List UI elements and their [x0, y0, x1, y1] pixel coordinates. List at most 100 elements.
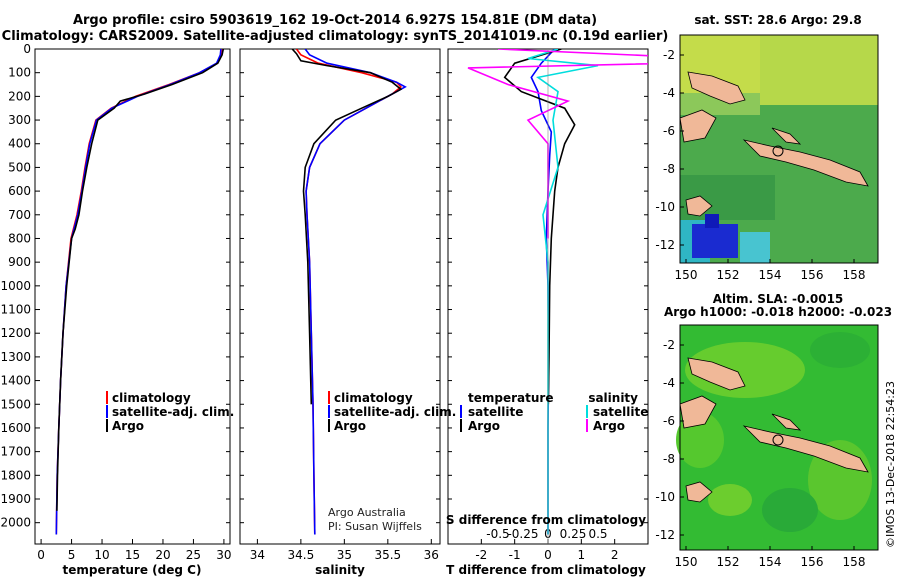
- t-difference-tick-label: 0: [544, 548, 552, 562]
- map-lon-label: 158: [843, 555, 866, 569]
- depth-tick-label: 500: [8, 160, 31, 174]
- salinity-panel-frame: [239, 48, 441, 545]
- temperature-tick-label: 15: [125, 548, 140, 562]
- series-argo: [56, 49, 225, 511]
- sla-map-title-line2: Argo h1000: -0.018 h2000: -0.023: [664, 305, 892, 319]
- sla-map-axes: 150 152 154 156 158 -2 -4 -6 -8 -10 -12: [655, 338, 865, 569]
- temperature-panel-frame: [34, 48, 231, 545]
- series-climatology: [295, 49, 403, 535]
- series-argo: [291, 49, 403, 405]
- map-lat-label: -4: [663, 376, 675, 390]
- map-lon-label: 156: [801, 555, 824, 569]
- salinity-tick-label: 34: [250, 548, 265, 562]
- t-difference-tick-label: -1: [509, 548, 521, 562]
- s-difference-axis-label: S difference from climatology: [446, 513, 646, 527]
- map-lat-label: -4: [663, 86, 675, 100]
- salinity-legend: climatology satellite-adj. clim. Argo: [328, 391, 456, 433]
- depth-tick-label: 1200: [0, 326, 31, 340]
- series-salinity-satellite: [527, 49, 599, 535]
- salinity-axis-label: salinity: [315, 563, 365, 577]
- legend-t-argo: Argo: [468, 419, 500, 433]
- series-temperature-satellite: [530, 49, 556, 535]
- salinity-x-axis: 34 34.5 35 35.5 36: [250, 539, 439, 562]
- sst-map: [679, 34, 879, 264]
- sla-map-title-line1: Altim. SLA: -0.0015: [713, 292, 844, 306]
- depth-tick-label: 1100: [0, 303, 31, 317]
- depth-tick-label: 1000: [0, 279, 31, 293]
- t-difference-axis-label: T difference from climatology: [446, 563, 646, 577]
- sst-map-title: sat. SST: 28.6 Argo: 29.8: [694, 13, 861, 27]
- series-satellite-adj-clim-: [304, 49, 407, 535]
- map-lon-label: 150: [675, 555, 698, 569]
- map-lat-label: -10: [655, 200, 675, 214]
- map-lat-label: -12: [655, 528, 675, 542]
- t-difference-tick-label: 2: [611, 548, 619, 562]
- temperature-tick-label: 30: [216, 548, 231, 562]
- map-lon-label: 156: [801, 268, 824, 282]
- legend-temperature-title: temperature: [468, 391, 553, 405]
- t-difference-tick-label: -2: [475, 548, 487, 562]
- depth-tick-label: 1600: [0, 421, 31, 435]
- map-lon-label: 152: [717, 555, 740, 569]
- depth-tick-label: 1500: [0, 397, 31, 411]
- legend-argo: Argo: [112, 419, 144, 433]
- map-lon-label: 150: [675, 268, 698, 282]
- legend-s-argo: Argo: [593, 419, 625, 433]
- map-lat-label: -6: [663, 414, 675, 428]
- sla-map: [676, 324, 879, 551]
- map-lat-label: -8: [663, 162, 675, 176]
- legend-argo: Argo: [334, 419, 366, 433]
- map-lat-label: -6: [663, 124, 675, 138]
- difference-legend: temperature satellite Argo salinity sate…: [460, 391, 648, 433]
- map-lat-label: -12: [655, 238, 675, 252]
- depth-tick-label: 100: [8, 66, 31, 80]
- temperature-series: [55, 49, 225, 535]
- t-difference-tick-label: 1: [578, 548, 586, 562]
- map-lat-label: -2: [663, 338, 675, 352]
- depth-tick-label: 1300: [0, 350, 31, 364]
- credit-pi: PI: Susan Wijffels: [328, 520, 422, 533]
- difference-series: [467, 49, 648, 544]
- map-lon-label: 158: [843, 268, 866, 282]
- series-satellite-adj-clim-: [55, 49, 222, 535]
- depth-tick-label: 2000: [0, 516, 31, 530]
- depth-tick-label: 600: [8, 184, 31, 198]
- depth-tick-label: 800: [8, 231, 31, 245]
- legend-satellite-adj: satellite-adj. clim.: [112, 405, 234, 419]
- map-lat-label: -2: [663, 48, 675, 62]
- series-temperature-argo: [503, 49, 576, 405]
- legend-climatology: climatology: [334, 391, 413, 405]
- depth-tick-label: 1900: [0, 492, 31, 506]
- map-lat-label: -10: [655, 490, 675, 504]
- temperature-tick-label: 0: [37, 548, 45, 562]
- depth-tick-label: 400: [8, 137, 31, 151]
- legend-climatology: climatology: [112, 391, 191, 405]
- map-lat-label: -8: [663, 452, 675, 466]
- salinity-series: [291, 49, 407, 535]
- s-difference-tick-label: 0.25: [560, 527, 587, 541]
- legend-salinity-title: salinity: [588, 391, 638, 405]
- series-climatology: [55, 49, 224, 535]
- salinity-tick-label: 36: [424, 548, 439, 562]
- temperature-x-axis: 0 5 10 15 20 25 30: [37, 539, 232, 562]
- legend-s-satellite: satellite: [593, 405, 648, 419]
- plot-title-line2: Climatology: CARS2009. Satellite-adjuste…: [1, 29, 669, 44]
- depth-axis: 0 100 200 300 400 500 600 700 800 900 1000 1100 1200…: [0, 42, 648, 530]
- depth-tick-label: 300: [8, 113, 31, 127]
- legend-t-satellite: satellite: [468, 405, 523, 419]
- s-difference-tick-label: -0.5: [486, 527, 509, 541]
- temperature-legend: climatology satellite-adj. clim. Argo: [106, 391, 234, 433]
- depth-tick-label: 900: [8, 255, 31, 269]
- temperature-tick-label: 5: [68, 548, 76, 562]
- s-difference-tick-label: -0.25: [507, 527, 538, 541]
- depth-tick-label: 0: [23, 42, 31, 56]
- map-lon-label: 152: [717, 268, 740, 282]
- temperature-tick-label: 25: [186, 548, 201, 562]
- imos-credit: ©IMOS 13-Dec-2018 22:54:23: [884, 381, 897, 548]
- depth-tick-label: 1800: [0, 468, 31, 482]
- sst-map-axes: 150 152 154 156 158 -2 -4 -6 -8 -10 -12: [655, 48, 865, 282]
- map-lon-label: 154: [759, 555, 782, 569]
- plot-title-line1: Argo profile: csiro 5903619_162 19-Oct-2…: [72, 13, 598, 28]
- credit-argo-australia: Argo Australia: [328, 506, 406, 519]
